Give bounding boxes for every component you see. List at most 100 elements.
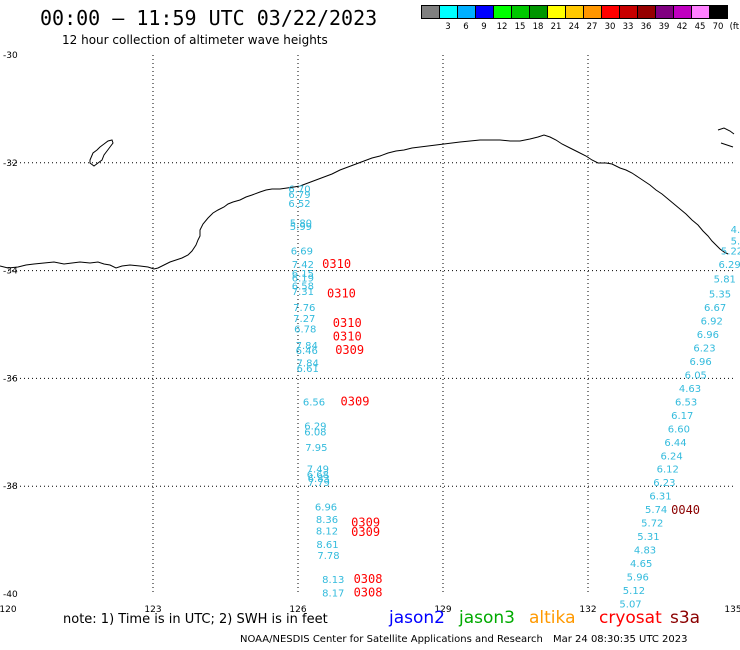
wave-height-reading: 6.23 [653,478,675,489]
wave-height-reading: 7.49 [307,465,329,476]
island-west [89,139,114,167]
color-scale-label: 12 [496,22,508,32]
wave-height-reading: 6.96 [690,357,712,368]
color-scale-label: 3 [445,22,451,32]
wave-height-reading: 6.24 [661,451,683,462]
wave-height-reading: 6.12 [657,465,679,476]
color-scale-label: 24 [568,22,580,32]
wave-height-reading: 7.84 [297,359,319,370]
color-scale-label: 42 [676,22,688,32]
wave-height-reading: 6.53 [675,397,697,408]
pass-time-label: 0310 [333,316,362,330]
color-scale-label: 21 [550,22,562,32]
y-tick-label: -40 [3,590,18,600]
wave-height-reading: 6.29 [719,260,740,271]
wave-height-reading: 4.83 [634,546,656,557]
wave-height-reading: 7.78 [317,551,339,562]
wave-height-reading: 6.83 [308,474,330,485]
y-tick-label: -30 [3,51,18,61]
x-tick-label: 135 [724,605,740,615]
satellite-legend-item: cryosat [599,608,662,628]
wave-height-reading: 5.31 [637,532,659,543]
wave-height-reading: 6.46 [296,346,318,357]
wave-height-reading: 7.84 [296,341,318,352]
pass-time-label: 0309 [351,516,380,530]
x-tick-label: 126 [289,605,306,615]
footer-timestamp: Mar 24 08:30:35 UTC 2023 [553,634,688,645]
color-scale-label: 39 [658,22,670,32]
wave-height-reading: 6.19 [292,273,314,284]
satellite-legend-item: jason2 [389,608,445,628]
color-scale-label: 9 [481,22,487,32]
y-tick-label: -34 [3,267,18,277]
pass-time-label: 0040 [671,503,700,517]
wave-height-reading: 5.96 [627,573,649,584]
legend-note: note: 1) Time is in UTC; 2) SWH is in fe… [63,612,328,627]
pass-time-label: 0309 [341,394,370,408]
australia-coastline [0,134,729,270]
wave-height-reading: 7.27 [293,314,315,325]
wave-height-reading: 5.22 [721,246,740,257]
wave-height-reading: 7.42 [292,260,314,271]
wave-height-reading: 6.78 [294,325,316,336]
pass-time-label: 0309 [335,343,364,357]
wave-height-reading: 6.60 [668,424,690,435]
wave-height-reading: 8.17 [322,589,344,600]
color-scale-label: 36 [640,22,652,32]
x-tick-label: 120 [0,605,17,615]
page-title: 00:00 – 11:59 UTC 03/22/2023 [40,6,378,30]
coast-east-fragment [717,127,735,148]
wave-height-reading: 5.12 [623,586,645,597]
wave-height-reading: 6.05 [685,370,707,381]
pass-time-label: 0308 [354,586,383,600]
y-tick-label: -36 [3,374,18,384]
wave-height-reading: 5.74 [645,505,667,516]
satellite-legend-item: jason3 [459,608,515,628]
wave-height-reading: 4.63 [679,384,701,395]
wave-height-reading: 6.17 [671,411,693,422]
wave-height-reading: 6.96 [697,330,719,341]
color-scale-label: 33 [622,22,634,32]
wave-height-reading: 5.72 [641,519,663,530]
wave-height-reading: 6.15 [292,269,314,280]
x-tick-label: 132 [579,605,596,615]
wave-height-reading: 6.96 [315,502,337,513]
color-scale-label: 6 [463,22,469,32]
page-subtitle: 12 hour collection of altimeter wave hei… [62,33,328,47]
x-tick-label: 123 [144,605,161,615]
color-scale-label: 18 [532,22,544,32]
wave-height-reading: 8.12 [316,527,338,538]
wave-height-reading: 5.80 [290,218,312,229]
wave-height-reading: 4.65 [630,559,652,570]
wave-height-reading: 4.6 [731,225,740,236]
wave-height-reading: 5.99 [290,222,312,233]
wave-height-reading: 5.35 [709,290,731,301]
wave-height-reading: 6.92 [701,317,723,328]
wave-height-reading: 6.58 [292,281,314,292]
color-scale-bar [421,5,728,19]
wave-height-reading: 8.36 [316,515,338,526]
wave-height-reading: 6.61 [297,364,319,375]
wave-height-reading: 5.81 [714,274,736,285]
wave-height-reading: 6.29 [304,422,326,433]
altimeter-readings: 6.706.796.52 5.805.99 6.69 7.426.156.196.58… [288,184,740,610]
pass-time-label: 0309 [351,525,380,539]
color-scale-label: 45 [694,22,706,32]
wave-height-reading: 7.95 [305,443,327,454]
wave-height-reading: 5.5 [731,237,740,248]
color-swatch [709,5,728,19]
y-tick-label: -32 [3,159,18,169]
x-tick-label: 129 [434,605,451,615]
y-tick-label: -38 [3,482,18,492]
wave-height-reading: 7.79 [308,478,330,489]
wave-height-reading: 8.13 [322,575,344,586]
color-scale-label: (ft) [729,22,740,32]
wave-height-reading: 6.70 [288,184,310,195]
wave-height-reading: 6.69 [291,246,313,257]
footer-credit: NOAA/NESDIS Center for Satellite Applica… [240,634,543,645]
color-scale-label: 30 [604,22,616,32]
wave-height-reading: 6.31 [649,492,671,503]
wave-height-reading: 6.44 [664,438,686,449]
